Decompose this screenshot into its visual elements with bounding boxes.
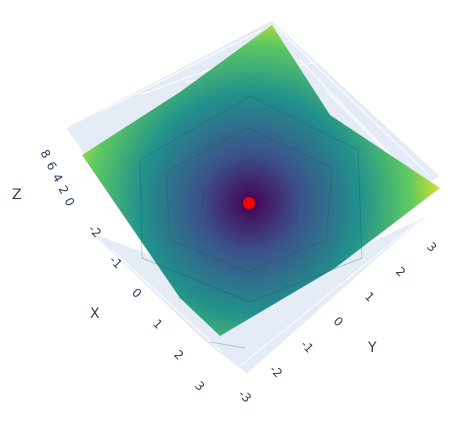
contour-lines — [139, 95, 363, 303]
surface-quad — [82, 25, 440, 336]
x-tick-label: 0 — [129, 286, 144, 301]
x-tick-label: 1 — [150, 317, 165, 332]
z-tick-label: 4 — [49, 171, 65, 185]
z-axis-title: Z — [12, 187, 22, 203]
x-axis-title: X — [90, 306, 100, 322]
z-tick-label: 6 — [43, 159, 59, 173]
x-tick-label: 3 — [192, 379, 207, 394]
y-tick-label: -3 — [236, 387, 254, 405]
y-tick-label: -2 — [267, 362, 285, 380]
surface-highlights — [177, 297, 246, 349]
y-tick-label: -1 — [298, 337, 316, 355]
y-tick-label: 3 — [424, 240, 439, 255]
y-tick-label: 0 — [331, 314, 346, 329]
minimum-marker[interactable] — [243, 197, 255, 209]
y-tick-label: 2 — [393, 264, 408, 279]
y-axis-title: Y — [367, 340, 377, 356]
z-tick-label: 0 — [61, 195, 77, 209]
z-tick-label: 8 — [37, 147, 53, 161]
y-tick-label: 1 — [362, 289, 377, 304]
surface — [82, 25, 440, 336]
x-tick-label: 2 — [171, 348, 186, 363]
z-tick-label: 2 — [55, 183, 71, 197]
